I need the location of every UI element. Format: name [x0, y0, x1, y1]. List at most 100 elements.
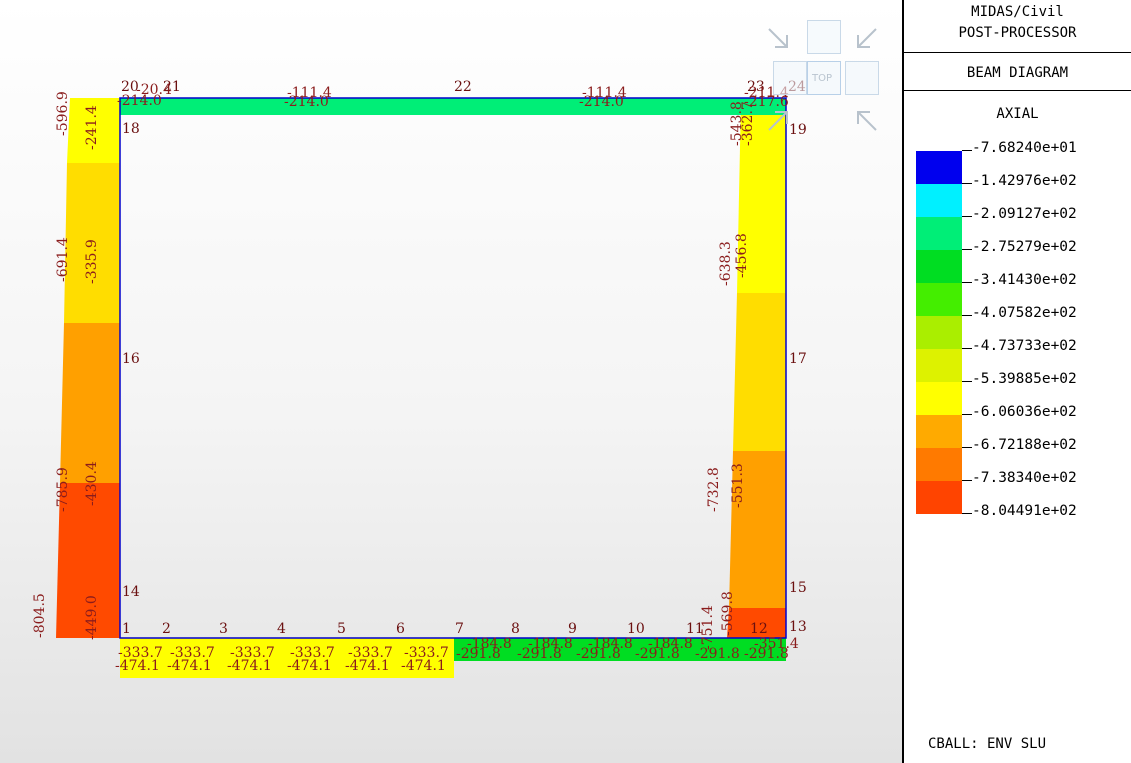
- bottom-beam-label: -333.7: [118, 645, 163, 661]
- node-21: 21: [163, 79, 181, 95]
- node-10: 10: [627, 621, 645, 637]
- model-viewport[interactable]: 1 2 3 4 5 6 7 8 9 10 11 12 13 14 15 16 1…: [0, 0, 902, 763]
- bottom-beam-diagram-right: [454, 638, 786, 661]
- legend-swatch: [916, 415, 962, 448]
- left-col-label: -335.9: [84, 239, 100, 284]
- left-col-label: -241.4: [84, 105, 100, 150]
- bottom-beam-label: -291.8: [576, 646, 621, 662]
- node-23: 23: [747, 79, 765, 95]
- nav-center-left[interactable]: [773, 61, 807, 95]
- legend-swatch: [916, 184, 962, 217]
- left-col-label: -785.9: [55, 467, 71, 512]
- color-legend: -7.68240e+01 -1.42976e+02 -2.09127e+02 -2.7…: [904, 140, 1131, 580]
- bottom-beam-label: -474.1: [167, 658, 212, 674]
- legend-swatch: [916, 151, 962, 184]
- left-column-diagram-lower: [60, 323, 120, 483]
- nav-arrow-icon[interactable]: [765, 106, 793, 134]
- nav-center-right[interactable]: [845, 61, 879, 95]
- bottom-beam-label: -333.7: [170, 645, 215, 661]
- legend-tick: [962, 315, 972, 316]
- top-beam-label: -111.4: [287, 85, 332, 101]
- legend-tick: [962, 282, 972, 283]
- beam-diagram-canvas[interactable]: 1 2 3 4 5 6 7 8 9 10 11 12 13 14 15 16 1…: [0, 0, 902, 763]
- nav-top-button[interactable]: [807, 61, 841, 95]
- left-column-diagram-mid: [64, 163, 120, 323]
- bottom-beam-label: -474.1: [401, 658, 446, 674]
- top-beam-label: -214.0: [579, 94, 624, 110]
- legend-value: -6.72188e+02: [972, 437, 1077, 453]
- bottom-beam-label: -291.8: [456, 646, 501, 662]
- right-col-label: -638.3: [718, 241, 734, 286]
- legend-tick: [962, 183, 972, 184]
- node-18: 18: [122, 121, 140, 137]
- left-col-label: -691.4: [55, 237, 71, 282]
- top-beam-label: -20.4: [136, 82, 172, 98]
- nav-arrow-icon[interactable]: [852, 106, 880, 134]
- bottom-beam-label: -291.8: [635, 646, 680, 662]
- legend-swatch: [916, 283, 962, 316]
- legend-tick: [962, 447, 972, 448]
- legend-tick: [962, 381, 972, 382]
- legend-swatch: [916, 481, 962, 514]
- top-beam-label: -111.4: [582, 85, 627, 101]
- top-beam-label: -217.6: [744, 94, 789, 110]
- node-12: 12: [750, 621, 768, 637]
- legend-value: -5.39885e+02: [972, 371, 1077, 387]
- node-4: 4: [277, 621, 286, 637]
- node-11: 11: [686, 621, 704, 637]
- bottom-beam-label: -351.4: [754, 636, 799, 652]
- legend-swatch: [916, 250, 962, 283]
- legend-value: -4.73733e+02: [972, 338, 1077, 354]
- top-beam-label: -214.0: [117, 93, 162, 109]
- legend-swatch: [916, 349, 962, 382]
- legend-value: -7.38340e+02: [972, 470, 1077, 486]
- node-8: 8: [511, 621, 520, 637]
- bottom-beam-label: -333.7: [290, 645, 335, 661]
- legend-value: -6.06036e+02: [972, 404, 1077, 420]
- right-col-label: -456.8: [734, 233, 750, 278]
- right-col-label: -569.8: [720, 591, 736, 636]
- legend-tick: [962, 513, 972, 514]
- legend-swatch: [916, 448, 962, 481]
- right-column-diagram-mid: [733, 293, 786, 451]
- nav-arrow-icon[interactable]: [765, 25, 793, 53]
- legend-value: -3.41430e+02: [972, 272, 1077, 288]
- legend-value: -4.07582e+02: [972, 305, 1077, 321]
- legend-value: -7.68240e+01: [972, 140, 1077, 156]
- nav-arrow-icon[interactable]: [852, 25, 880, 53]
- bottom-beam-label: -184.8: [588, 636, 633, 652]
- bottom-beam-label: -474.1: [345, 658, 390, 674]
- legend-panel: MIDAS/Civil POST-PROCESSOR BEAM DIAGRAM …: [902, 0, 1131, 763]
- node-1: 1: [122, 621, 131, 637]
- bottom-beam-label: -474.1: [227, 658, 272, 674]
- node-22: 22: [454, 79, 472, 95]
- right-col-label: -543.8: [729, 101, 745, 146]
- right-col-label: -551.3: [730, 463, 746, 508]
- divider: [904, 90, 1131, 91]
- bottom-beam-label: -184.8: [528, 636, 573, 652]
- legend-tick: [962, 414, 972, 415]
- bottom-beam-label: -333.7: [404, 645, 449, 661]
- node-19: 19: [789, 122, 807, 138]
- legend-value: -2.75279e+02: [972, 239, 1077, 255]
- node-5: 5: [337, 621, 346, 637]
- left-col-label: -449.0: [84, 595, 100, 640]
- node-2: 2: [162, 621, 171, 637]
- node-3: 3: [219, 621, 228, 637]
- top-beam-diagram: [120, 98, 786, 115]
- right-column-diagram-lower: [729, 451, 786, 608]
- node-20: 20: [121, 79, 139, 95]
- bottom-beam-label: -291.8: [695, 646, 740, 662]
- bottom-beam-label: -184.8: [648, 636, 693, 652]
- legend-swatch: [916, 382, 962, 415]
- legend-swatch: [916, 217, 962, 250]
- left-column-diagram-top: [67, 98, 120, 163]
- left-col-label: -804.5: [32, 593, 48, 638]
- legend-tick: [962, 216, 972, 217]
- component-name: AXIAL: [996, 106, 1039, 122]
- right-col-label: -732.8: [706, 467, 722, 512]
- diagram-type: BEAM DIAGRAM: [966, 65, 1069, 81]
- node-6: 6: [396, 621, 405, 637]
- bottom-beam-label: -474.1: [115, 658, 160, 674]
- nav-center-top[interactable]: [807, 20, 841, 54]
